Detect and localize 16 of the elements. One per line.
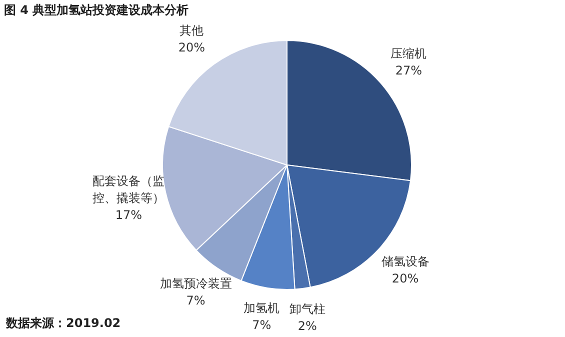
data-label: 20%: [178, 40, 205, 55]
slice-label: 加氢机: [244, 301, 280, 316]
data-label: 7%: [252, 318, 272, 332]
data-label: 27%: [395, 63, 422, 78]
data-label: 7%: [186, 293, 206, 308]
slice-label: 加氢预冷装置: [160, 276, 232, 290]
chart-title: 图 4 典型加氢站投资建设成本分析: [4, 2, 189, 19]
data-label: 17%: [115, 208, 142, 222]
slice-label: 其他: [180, 24, 204, 38]
slice-label: 卸气柱: [289, 302, 326, 316]
data-label: 2%: [298, 318, 317, 333]
slice-label: 压缩机: [390, 46, 427, 60]
slice-label: 配套设备（监控、撬装等）: [92, 174, 165, 205]
slice-label: 储氢设备: [381, 254, 430, 268]
data-label: 20%: [392, 271, 419, 286]
source-note: 数据来源：2019.02: [6, 315, 121, 332]
